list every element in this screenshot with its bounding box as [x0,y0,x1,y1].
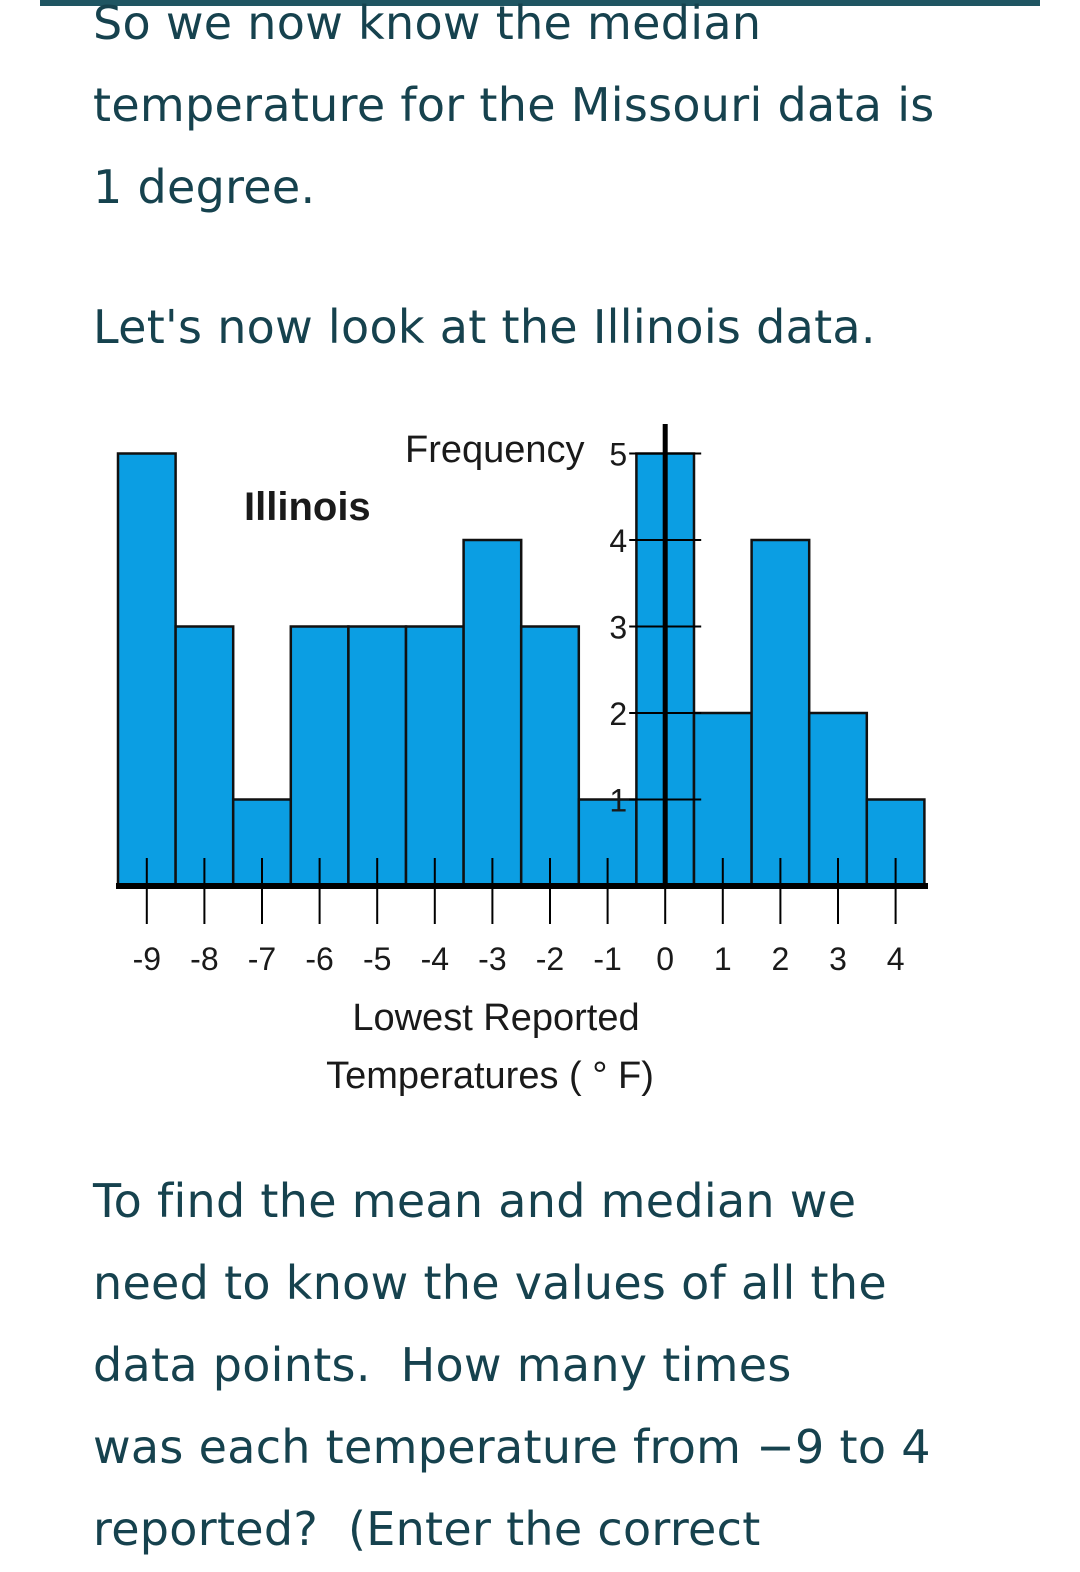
text-line: So we now know the median [93,0,762,50]
y-tick-label: 2 [609,696,627,732]
x-tick-label: -1 [593,941,621,977]
x-tick-label: -8 [190,941,218,977]
text-line: Let's now look at the Illinois data. [93,300,876,354]
x-tick-label: 3 [829,941,847,977]
lead-paragraph: Let's now look at the Illinois data. [93,286,876,368]
y-axis-label: Frequency [405,429,585,471]
x-axis-label-line: Temperatures ( ° F) [326,1055,654,1097]
x-tick-label: 1 [714,941,732,977]
text-line: was each temperature from −9 to 4 [93,1420,931,1474]
x-tick-label: -6 [305,941,333,977]
histogram-bar [347,625,408,888]
text-line: reported? (Enter the correct [93,1502,761,1556]
y-tick-label: 1 [609,783,627,819]
histogram-bar [462,538,523,888]
x-tick-label: 4 [887,941,905,977]
text-line: data points. How many times [93,1338,792,1392]
x-tick-label: -3 [478,941,506,977]
chart-title: Illinois [244,485,371,529]
text-line: need to know the values of all the [93,1256,887,1310]
x-tick-label: 2 [772,941,790,977]
x-tick-label: -5 [363,941,391,977]
x-tick-label: -7 [248,941,276,977]
illinois-histogram: 1 2 3 4 5 -9 -8 -7 -6 -5 -4 -3 -2 -1 0 1 2 3 4 Illinois F… [100,410,940,1110]
histogram-bar [519,625,581,888]
histogram-bar [404,625,465,888]
text-line: To find the mean and median we [93,1174,857,1228]
y-tick-label: 3 [609,610,627,646]
x-tick-label: -4 [421,941,449,977]
question-paragraph: To find the mean and median we need to k… [93,1160,931,1570]
x-tick-label: 0 [656,941,674,977]
histogram-bar [116,452,177,888]
y-tick-label: 5 [609,437,627,473]
intro-paragraph: So we now know the median temperature fo… [93,0,935,228]
top-divider [40,0,1040,6]
y-tick-label: 4 [609,523,627,559]
histogram-bar [289,625,350,888]
histogram-bar [750,538,811,888]
text-line: 1 degree. [93,160,316,214]
x-tick-label: -9 [133,941,161,977]
histogram-bar [174,625,235,888]
text-line: temperature for the Missouri data is [93,78,935,132]
x-axis-label-line: Lowest Reported [352,997,639,1039]
x-tick-label: -2 [536,941,564,977]
histogram-svg: 1 2 3 4 5 -9 -8 -7 -6 -5 -4 -3 -2 -1 0 1 2 3 4 Illinois F… [116,424,928,1097]
